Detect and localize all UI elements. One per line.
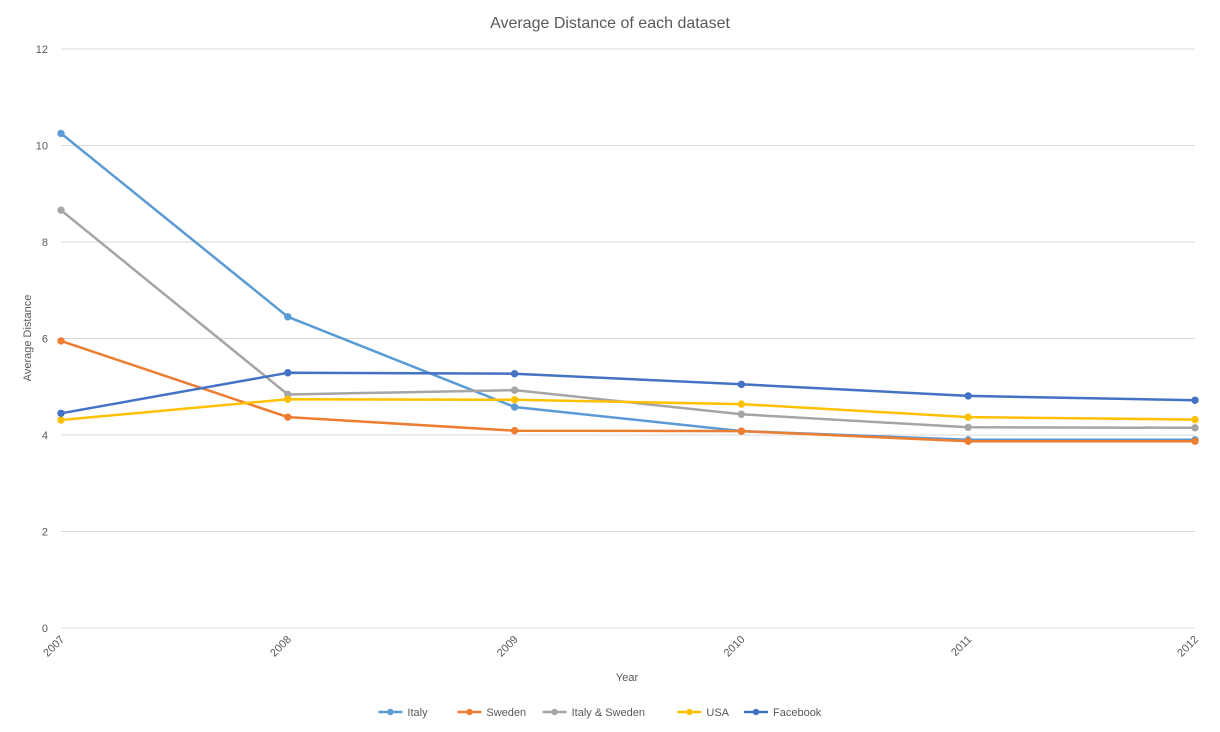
data-point [964, 392, 972, 400]
legend-label: Italy [407, 707, 428, 719]
legend-label: Facebook [773, 707, 822, 719]
data-point [1191, 424, 1199, 432]
data-point [510, 386, 519, 394]
legend-entry: Italy [378, 707, 428, 719]
legend-entry: Italy & Sweden [542, 707, 645, 719]
data-point [964, 423, 972, 431]
chart-title: Average Distance of each dataset [490, 15, 730, 32]
series-line [59, 339, 1197, 443]
data-point [57, 409, 65, 417]
series-sweden [57, 337, 1199, 445]
y-tick-label: 8 [42, 237, 48, 249]
data-point [1191, 415, 1199, 424]
y-tick-label: 10 [36, 141, 48, 153]
y-tick-label: 4 [42, 430, 48, 442]
series-usa [57, 395, 1199, 424]
y-axis-title: Average Distance [22, 295, 34, 382]
data-point [57, 416, 65, 424]
x-axis-title: Year [616, 672, 639, 684]
x-tick-label: 2007 [41, 634, 67, 660]
legend-label: Italy & Sweden [572, 707, 645, 719]
data-point [1191, 396, 1199, 404]
data-point [510, 426, 519, 435]
data-point [57, 206, 65, 214]
data-point [510, 396, 519, 404]
legend: Italy Sweden Italy & Sweden USA Facebook [378, 707, 822, 719]
data-point [964, 437, 972, 445]
data-point [737, 380, 746, 389]
x-tick-label: 2009 [495, 634, 521, 660]
legend-entry: Sweden [457, 707, 526, 719]
series-line [59, 398, 1197, 422]
series-line [59, 208, 1197, 430]
data-point [284, 369, 292, 377]
x-tick-label: 2010 [722, 634, 748, 660]
data-point [510, 370, 519, 378]
data-point [284, 413, 292, 421]
gridlines [61, 48, 1195, 629]
series-lines [57, 129, 1199, 445]
data-point [284, 395, 292, 403]
data-point [964, 413, 972, 421]
data-point [1191, 437, 1199, 445]
legend-entry: Facebook [744, 707, 822, 719]
data-point [510, 403, 519, 411]
legend-marker [551, 708, 558, 716]
x-tick-label: 2008 [268, 634, 294, 660]
data-point [737, 427, 746, 435]
legend-marker [387, 708, 394, 716]
x-tick-label: 2012 [1175, 634, 1201, 660]
series-line [59, 132, 1197, 442]
legend-label: Sweden [486, 707, 526, 719]
y-tick-label: 0 [42, 623, 48, 635]
legend-entry: USA [677, 707, 730, 719]
data-point [737, 410, 746, 418]
data-point [57, 129, 65, 138]
y-tick-label: 6 [42, 334, 48, 346]
legend-label: USA [706, 707, 729, 719]
data-point [57, 337, 65, 345]
series-line [59, 371, 1197, 415]
x-tick-label: 2011 [949, 634, 974, 659]
legend-marker [686, 708, 693, 716]
series-facebook [57, 369, 1199, 417]
y-axis-ticks: 0 2 4 6 8 10 12 [36, 44, 48, 635]
y-tick-label: 12 [36, 44, 48, 56]
x-axis-ticks: 2007 2008 2009 2010 2011 2012 [41, 634, 1201, 660]
legend-marker [466, 708, 473, 716]
data-point [737, 400, 746, 408]
legend-marker [752, 708, 760, 716]
y-tick-label: 2 [42, 527, 48, 539]
data-point [284, 313, 292, 321]
